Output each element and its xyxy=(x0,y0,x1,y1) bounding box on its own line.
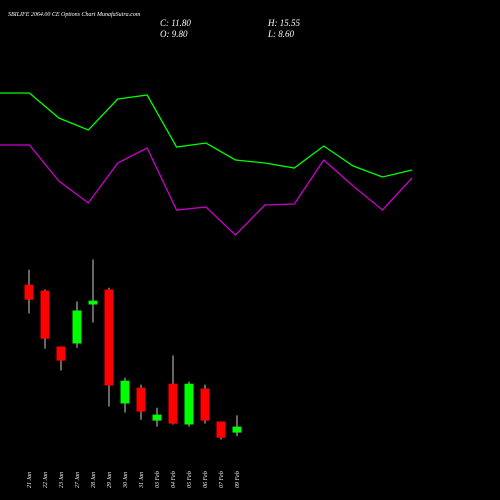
x-tick-label: 06 Feb xyxy=(203,471,209,488)
chart-title: SBILIFE 2064.00 CE Options Chart MunafaS… xyxy=(8,11,141,18)
x-tick-label: 23 Jan xyxy=(59,472,65,488)
x-tick-label: 22 Jan xyxy=(43,472,49,488)
stat-low: L: 8.60 xyxy=(267,29,295,39)
x-tick-label: 29 Jan xyxy=(107,472,113,488)
candle-body xyxy=(120,380,130,404)
stat-high: H: 15.55 xyxy=(267,18,300,28)
candle-body xyxy=(88,300,98,305)
candle-body xyxy=(40,290,50,339)
candle-body xyxy=(184,383,194,425)
candle-body xyxy=(24,284,34,300)
candle-body xyxy=(136,387,146,412)
x-tick-label: 05 Feb xyxy=(187,471,193,488)
candle-body xyxy=(168,383,178,424)
x-tick-label: 09 Feb xyxy=(235,471,241,488)
candle-body xyxy=(232,426,242,433)
candle-body xyxy=(56,346,66,361)
x-tick-label: 28 Jan xyxy=(91,472,97,488)
indicator-line xyxy=(0,144,413,236)
candle-body xyxy=(200,388,210,421)
stat-close: C: 11.80 xyxy=(160,18,191,28)
candle-body xyxy=(72,310,82,344)
candle-body xyxy=(216,421,226,438)
x-tick-label: 03 Feb xyxy=(155,471,161,488)
x-tick-label: 31 Jan xyxy=(139,472,145,489)
stat-open: O: 9.80 xyxy=(160,29,188,39)
candle-body xyxy=(152,414,162,421)
x-tick-label: 30 Jan xyxy=(123,472,129,489)
candle-body xyxy=(104,289,114,386)
x-tick-label: 04 Feb xyxy=(170,471,177,488)
x-tick-label: 07 Feb xyxy=(219,471,225,488)
x-tick-label: 21 Jan xyxy=(27,472,33,488)
indicator-line xyxy=(0,92,413,178)
x-tick-label: 27 Jan xyxy=(75,472,81,488)
